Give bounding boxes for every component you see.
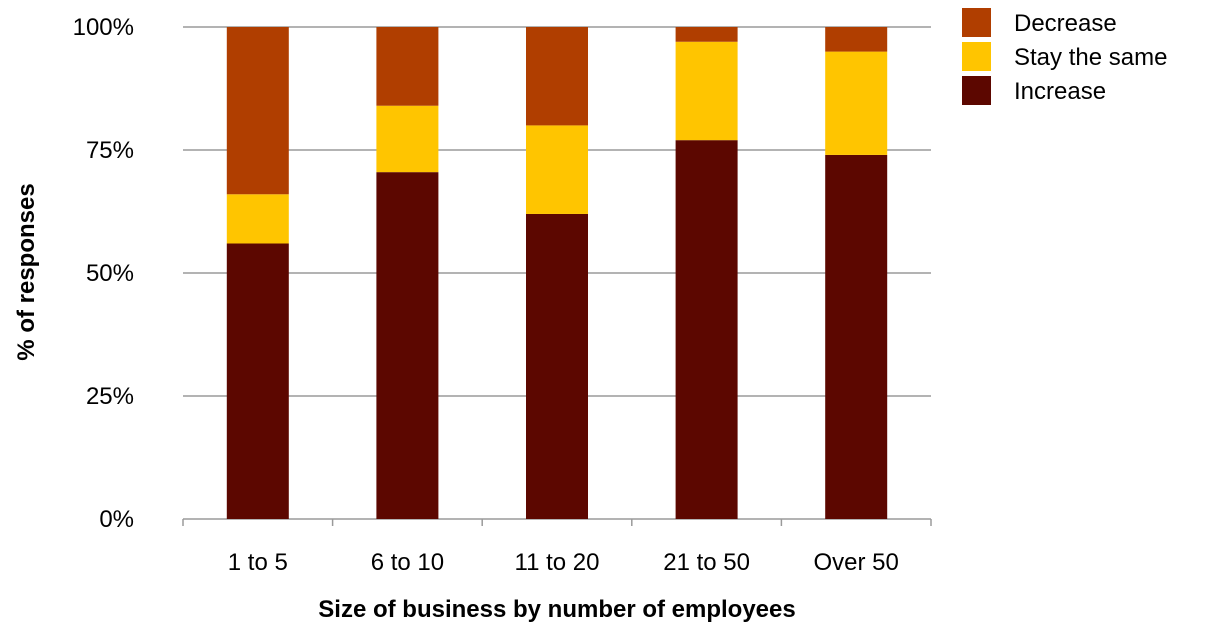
x-tick-label: 1 to 5 xyxy=(228,549,288,576)
y-tick-label: 50% xyxy=(86,260,134,287)
x-tick-label: 11 to 20 xyxy=(515,549,600,576)
bar-segment xyxy=(825,51,888,155)
bar-segment xyxy=(526,125,588,214)
bar-segment xyxy=(825,154,888,520)
y-tick-label: 75% xyxy=(86,137,134,164)
y-tick-label: 25% xyxy=(86,383,134,410)
legend-label: Increase xyxy=(1014,78,1106,105)
legend: Decrease Stay the same Increase xyxy=(962,8,1167,105)
bar-segment xyxy=(226,243,289,520)
bar-segment xyxy=(376,172,439,519)
x-tick-label: 21 to 50 xyxy=(663,549,750,576)
x-tick-label: 6 to 10 xyxy=(371,549,444,576)
bar-segment xyxy=(526,213,588,519)
bar-segment xyxy=(675,41,738,141)
y-tick-label: 100% xyxy=(73,14,134,41)
x-tick-labels: 1 to 5 6 to 10 11 to 20 21 to 50 Over 50 xyxy=(228,549,899,576)
legend-label: Decrease xyxy=(1014,10,1117,37)
y-tick-labels: 0% 25% 50% 75% 100% xyxy=(73,14,134,533)
bar-segment xyxy=(825,27,888,52)
y-axis-title: % of responses xyxy=(13,183,40,360)
bar-segment xyxy=(675,27,738,42)
legend-swatch xyxy=(962,8,991,37)
bar-segment xyxy=(226,27,289,195)
x-tick-label: Over 50 xyxy=(814,549,899,576)
legend-label: Stay the same xyxy=(1014,44,1167,71)
axes xyxy=(182,518,932,526)
y-tick-label: 0% xyxy=(99,506,134,533)
legend-swatch xyxy=(962,76,991,105)
bar-segment xyxy=(526,27,588,126)
bar-segment xyxy=(376,27,439,106)
bars xyxy=(226,27,888,520)
bar-segment xyxy=(226,194,289,244)
legend-swatch xyxy=(962,42,991,71)
bar-segment xyxy=(675,140,738,519)
x-axis-title: Size of business by number of employees xyxy=(318,596,795,623)
bar-segment xyxy=(376,105,439,173)
